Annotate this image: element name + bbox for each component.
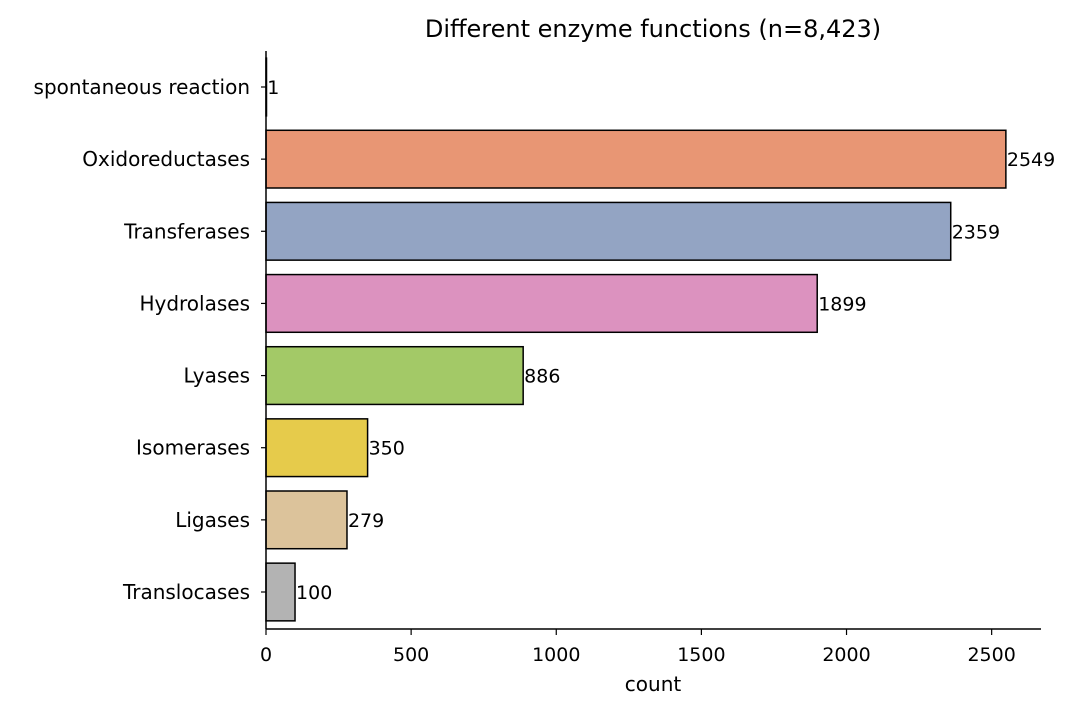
data-label-ligases: 279 xyxy=(348,510,384,532)
y-tick-label-isomerases: Isomerases xyxy=(136,436,250,460)
y-axis-ticks: spontaneous reaction Oxidoreductases Trans… xyxy=(34,75,266,604)
x-tick-label: 0 xyxy=(260,644,272,666)
data-label-hydrolases: 1899 xyxy=(818,293,866,315)
x-tick-label: 1500 xyxy=(677,644,725,666)
bar-transferases xyxy=(265,201,952,261)
x-axis-label: count xyxy=(625,672,682,696)
y-tick-label-lyases: Lyases xyxy=(183,364,250,388)
bars-group: 1 2549 2359 1899 886 350 279 100 xyxy=(265,57,1055,622)
y-tick-label-spontaneous-reaction: spontaneous reaction xyxy=(34,75,250,99)
data-label-spontaneous-reaction: 1 xyxy=(267,77,279,99)
data-label-oxidoreductases: 2549 xyxy=(1007,149,1055,171)
bar-hydrolases xyxy=(265,273,818,334)
bar-ligases xyxy=(265,490,348,550)
x-tick-label: 500 xyxy=(393,644,429,666)
data-label-lyases: 886 xyxy=(524,366,560,388)
data-label-transferases: 2359 xyxy=(952,221,1000,243)
chart-title: Different enzyme functions (n=8,423) xyxy=(425,15,881,43)
x-tick-label: 2000 xyxy=(822,644,870,666)
bar-translocases xyxy=(265,562,296,622)
x-tick-label: 1000 xyxy=(532,644,580,666)
bar-oxidoreductases xyxy=(265,129,1007,189)
y-tick-label-oxidoreductases: Oxidoreductases xyxy=(82,147,250,171)
x-tick-label: 2500 xyxy=(967,644,1015,666)
data-label-isomerases: 350 xyxy=(369,438,405,460)
bar-isomerases xyxy=(265,418,369,478)
y-tick-label-hydrolases: Hydrolases xyxy=(139,291,250,315)
y-tick-label-translocases: Translocases xyxy=(122,580,250,604)
x-axis-ticks: 0 500 1000 1500 2000 2500 xyxy=(260,629,1016,666)
y-tick-label-transferases: Transferases xyxy=(123,219,250,243)
data-label-translocases: 100 xyxy=(296,582,332,604)
bar-lyases xyxy=(265,345,524,406)
y-tick-label-ligases: Ligases xyxy=(175,508,250,532)
